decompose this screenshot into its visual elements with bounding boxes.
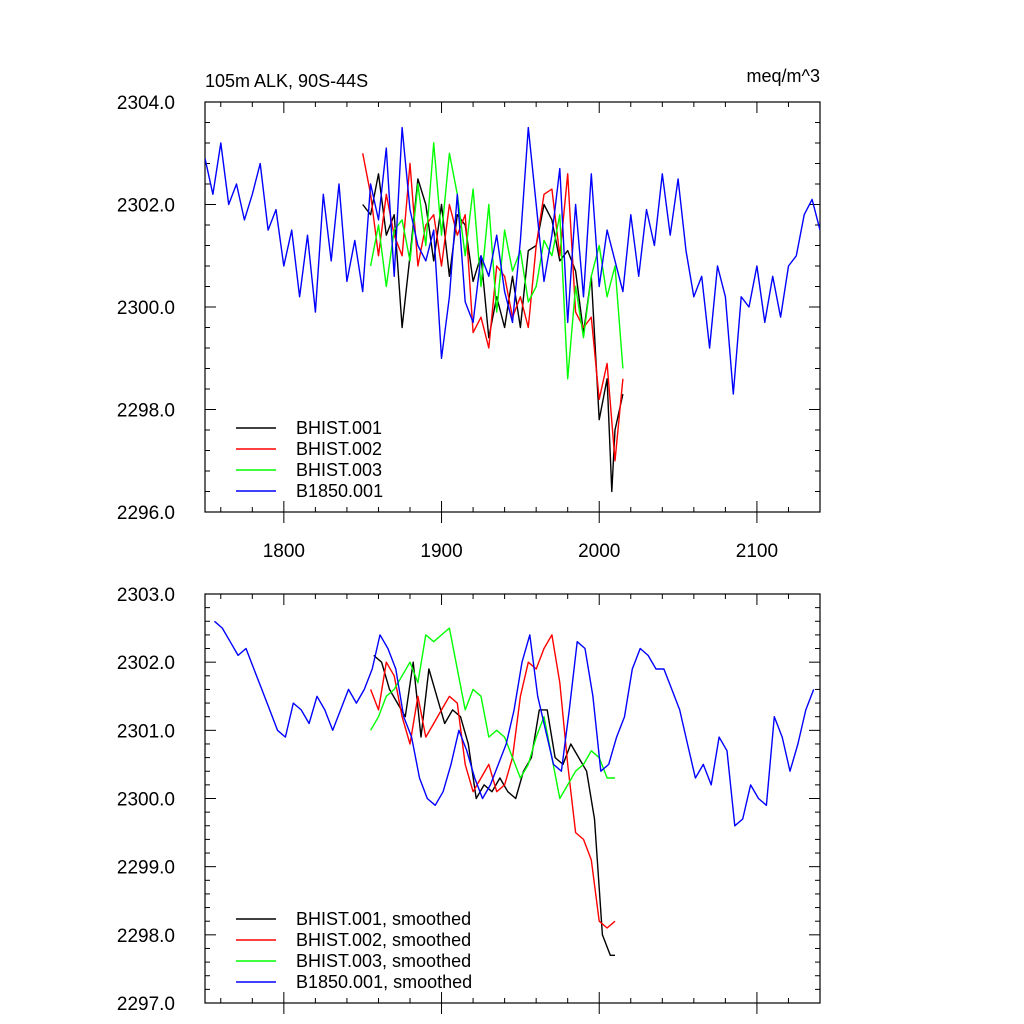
legend-label: BHIST.002, smoothed xyxy=(296,930,471,950)
legend-label: BHIST.001, smoothed xyxy=(296,909,471,929)
y-tick-label: 2304.0 xyxy=(117,93,175,114)
y-tick-label: 2297.0 xyxy=(117,994,175,1015)
legend-label: BHIST.001 xyxy=(296,418,382,438)
y-tick-label: 2298.0 xyxy=(117,926,175,947)
series-line-bhist-002-smoothed xyxy=(369,634,616,929)
series-line-b1850-001 xyxy=(205,126,820,395)
x-tick-label: 2100 xyxy=(736,541,778,562)
legend-label: BHIST.003 xyxy=(296,460,382,480)
series-line-bhist-003 xyxy=(369,142,624,380)
legend-label: B1850.001 xyxy=(296,481,383,501)
title-left: 105m ALK, 90S-44S xyxy=(205,71,368,91)
legend-label: BHIST.003, smoothed xyxy=(296,951,471,971)
legend-label: B1850.001, smoothed xyxy=(296,972,472,992)
y-tick-label: 2302.0 xyxy=(117,653,175,674)
legend-label: BHIST.002 xyxy=(296,439,382,459)
series-lines xyxy=(205,126,820,493)
bottom-chart-panel: 2297.0 2298.0 2299.0 2300.0 2301.0 2302.0 2303… xyxy=(117,585,821,1015)
x-tick-label: 1900 xyxy=(420,541,462,562)
x-tick-label: 1800 xyxy=(263,541,305,562)
y-tick-label: 2296.0 xyxy=(117,503,175,524)
y-tick-label: 2298.0 xyxy=(117,401,175,422)
title-right: meq/m^3 xyxy=(747,66,820,86)
y-tick-label: 2302.0 xyxy=(117,196,175,217)
top-chart-panel: 2296.0 2298.0 2300.0 2302.0 2304.0 1800 1900 20… xyxy=(117,93,821,562)
y-tick-label: 2300.0 xyxy=(117,298,175,319)
y-tick-label: 2299.0 xyxy=(117,858,175,879)
y-tick-label: 2300.0 xyxy=(117,790,175,811)
series-line-bhist-002 xyxy=(362,153,624,462)
series-line-b1850-001-smoothed xyxy=(214,620,815,827)
series-line-bhist-003-smoothed xyxy=(369,627,615,800)
y-tick-label: 2303.0 xyxy=(117,585,175,606)
x-tick-label: 2000 xyxy=(578,541,620,562)
series-lines xyxy=(214,620,815,956)
y-tick-label: 2301.0 xyxy=(117,721,175,742)
